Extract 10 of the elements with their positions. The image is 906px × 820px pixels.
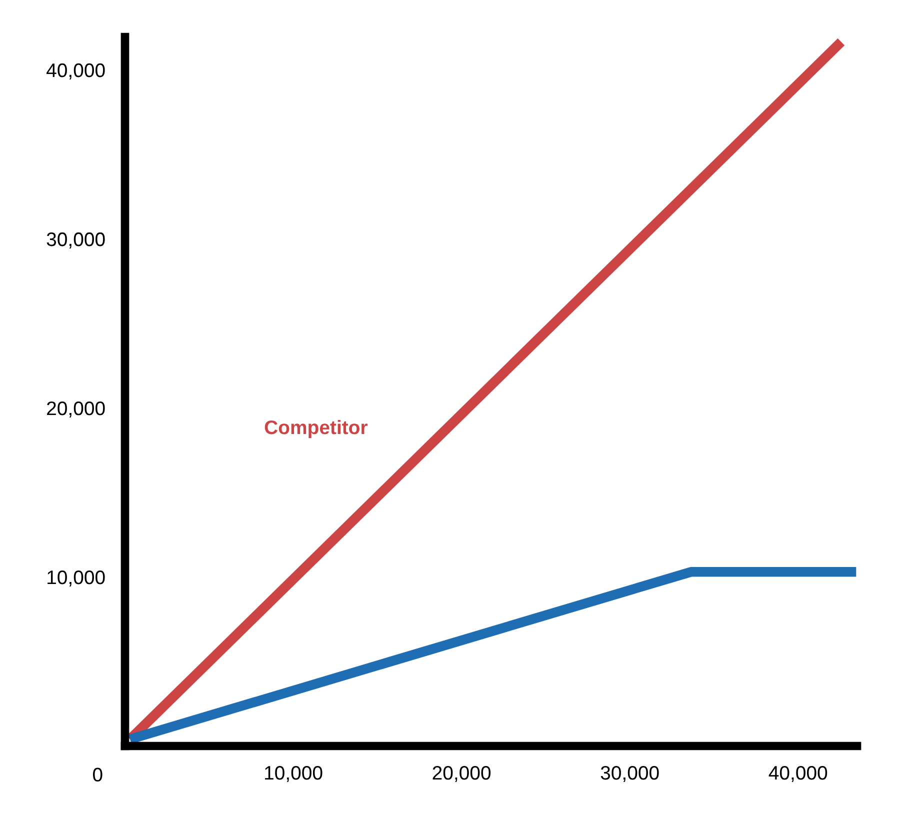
x-tick-label: 40,000 [768,766,828,782]
x-tick-label: 20,000 [432,766,491,782]
text: Competitor [264,420,368,438]
x-tick-label: 30,000 [600,766,659,782]
y-tick-label: 30,000 [46,232,105,248]
y-tick-label: 40,000 [46,63,105,80]
text: 0 [92,768,102,782]
y-tick-label: 20,000 [47,401,105,418]
y-tick-label: 10,000 [48,570,105,587]
x-tick-label: 10,000 [265,766,322,782]
